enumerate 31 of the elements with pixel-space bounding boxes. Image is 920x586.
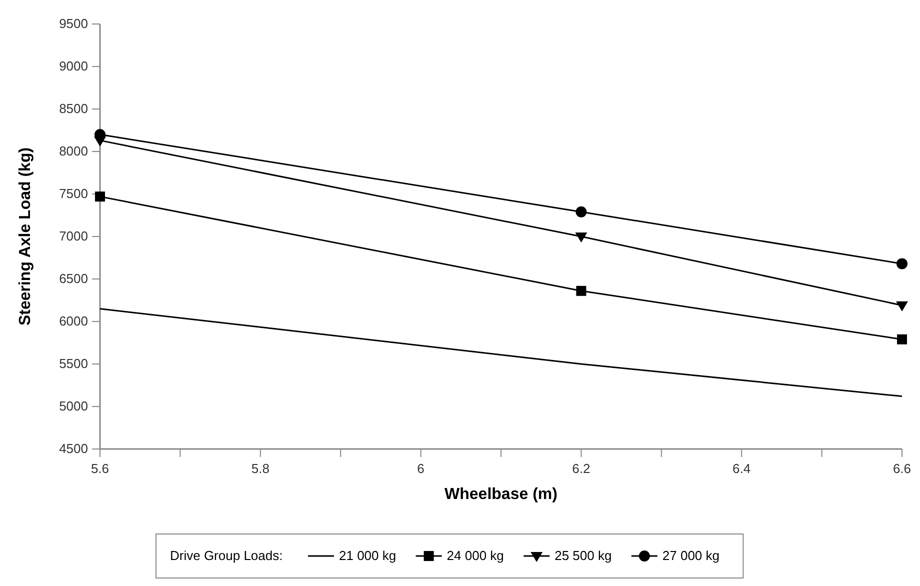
y-tick-label: 5500 xyxy=(59,356,88,371)
point xyxy=(896,301,908,312)
x-tick-label: 5.6 xyxy=(90,461,110,476)
y-tick-label: 6500 xyxy=(59,271,88,286)
x-tick-label: 6.4 xyxy=(732,461,751,476)
y-tick-label: 9500 xyxy=(59,16,88,31)
y-tick-label: 4500 xyxy=(59,441,88,456)
y-tick-label: 9000 xyxy=(59,58,88,74)
point xyxy=(576,286,586,296)
point xyxy=(576,206,587,218)
legend-label: 21 000 kg xyxy=(339,548,396,563)
y-axis-title: Steering Axle Load (kg) xyxy=(17,147,34,326)
point xyxy=(575,232,588,242)
x-tick-label: 5.8 xyxy=(251,461,270,476)
y-tick-label: 8500 xyxy=(59,101,88,116)
x-axis-title: Wheelbase (m) xyxy=(444,486,558,503)
point xyxy=(897,334,907,344)
point xyxy=(95,192,105,202)
legend-label: 27 000 kg xyxy=(662,548,720,563)
legend-label: 24 000 kg xyxy=(446,548,504,563)
y-tick-label: 6000 xyxy=(59,314,88,328)
x-tick-label: 6.2 xyxy=(572,461,590,476)
x-tick-label: 6 xyxy=(417,461,424,476)
x-tick-label: 6.6 xyxy=(892,461,912,476)
legend-title: Drive Group Loads: xyxy=(170,548,283,563)
y-tick-label: 7500 xyxy=(59,186,88,201)
point xyxy=(896,258,908,270)
y-tick-label: 5000 xyxy=(59,398,88,414)
y-tick-label: 8000 xyxy=(59,144,88,158)
legend-label: 25 500 kg xyxy=(554,548,612,563)
y-tick-label: 7000 xyxy=(59,228,88,244)
